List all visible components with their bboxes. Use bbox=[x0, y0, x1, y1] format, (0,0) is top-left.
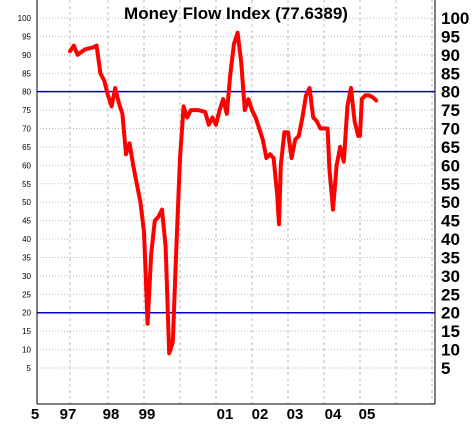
y-tick-right-label: 55 bbox=[441, 175, 460, 194]
y-tick-left-label: 25 bbox=[22, 290, 31, 299]
y-tick-right-label: 75 bbox=[441, 101, 460, 120]
x-tick-label: 99 bbox=[139, 406, 156, 423]
y-tick-right-label: 65 bbox=[441, 138, 460, 157]
y-tick-right-label: 90 bbox=[441, 46, 460, 65]
x-tick-label: 05 bbox=[359, 406, 376, 423]
y-tick-right-label: 20 bbox=[441, 304, 460, 323]
mfi-series-line bbox=[68, 30, 379, 356]
x-tick-label: 04 bbox=[325, 406, 342, 423]
y-tick-left-label: 95 bbox=[22, 32, 31, 41]
y-tick-left-label: 10 bbox=[22, 346, 31, 355]
y-tick-right-label: 5 bbox=[441, 359, 450, 378]
y-tick-right-label: 60 bbox=[441, 156, 460, 175]
y-tick-right-label: 95 bbox=[441, 27, 460, 46]
y-tick-left-label: 45 bbox=[22, 217, 31, 226]
y-tick-right-label: 85 bbox=[441, 64, 460, 83]
y-tick-right-label: 40 bbox=[441, 230, 460, 249]
x-tick-label: 97 bbox=[60, 406, 77, 423]
series-line bbox=[68, 30, 379, 356]
x-tick-label: 02 bbox=[252, 406, 269, 423]
y-tick-right-label: 30 bbox=[441, 267, 460, 286]
y-axis-left-ticks: 100 95 90 85 80 75 70 65 60 55 50 45 40 35 30 25 20 15 10 5 bbox=[18, 14, 32, 373]
y-tick-left-label: 100 bbox=[18, 14, 32, 23]
y-tick-left-label: 20 bbox=[22, 309, 31, 318]
y-tick-left-label: 60 bbox=[22, 161, 31, 170]
y-tick-left-label: 40 bbox=[22, 235, 31, 244]
y-tick-left-label: 35 bbox=[22, 253, 31, 262]
y-tick-right-label: 15 bbox=[441, 322, 460, 341]
x-tick-label: 01 bbox=[217, 406, 234, 423]
reference-lines bbox=[37, 90, 435, 314]
y-tick-left-label: 15 bbox=[22, 327, 31, 336]
y-tick-left-label: 65 bbox=[22, 143, 31, 152]
y-tick-right-label: 35 bbox=[441, 248, 460, 267]
y-tick-left-label: 55 bbox=[22, 180, 31, 189]
y-tick-right-label: 80 bbox=[441, 83, 460, 102]
chart-title: Money Flow Index (77.6389) bbox=[124, 4, 348, 23]
y-tick-right-label: 70 bbox=[441, 120, 460, 139]
x-tick-label: 5 bbox=[31, 406, 39, 423]
x-tick-label: 98 bbox=[103, 406, 120, 423]
y-tick-right-label: 100 bbox=[441, 9, 469, 28]
x-axis-ticks: 5 97 98 99 01 02 03 04 05 bbox=[31, 406, 376, 423]
y-tick-left-label: 90 bbox=[22, 51, 31, 60]
y-tick-right-label: 45 bbox=[441, 212, 460, 231]
y-tick-right-label: 25 bbox=[441, 285, 460, 304]
y-tick-left-label: 70 bbox=[22, 125, 31, 134]
x-tick-label: 03 bbox=[287, 406, 304, 423]
y-tick-left-label: 80 bbox=[22, 88, 31, 97]
y-tick-left-label: 75 bbox=[22, 106, 31, 115]
y-tick-left-label: 85 bbox=[22, 69, 31, 78]
y-tick-left-label: 30 bbox=[22, 272, 31, 281]
y-tick-right-label: 50 bbox=[441, 193, 460, 212]
y-tick-left-label: 50 bbox=[22, 198, 31, 207]
y-tick-left-label: 5 bbox=[27, 364, 32, 373]
y-tick-right-label: 10 bbox=[441, 341, 460, 360]
